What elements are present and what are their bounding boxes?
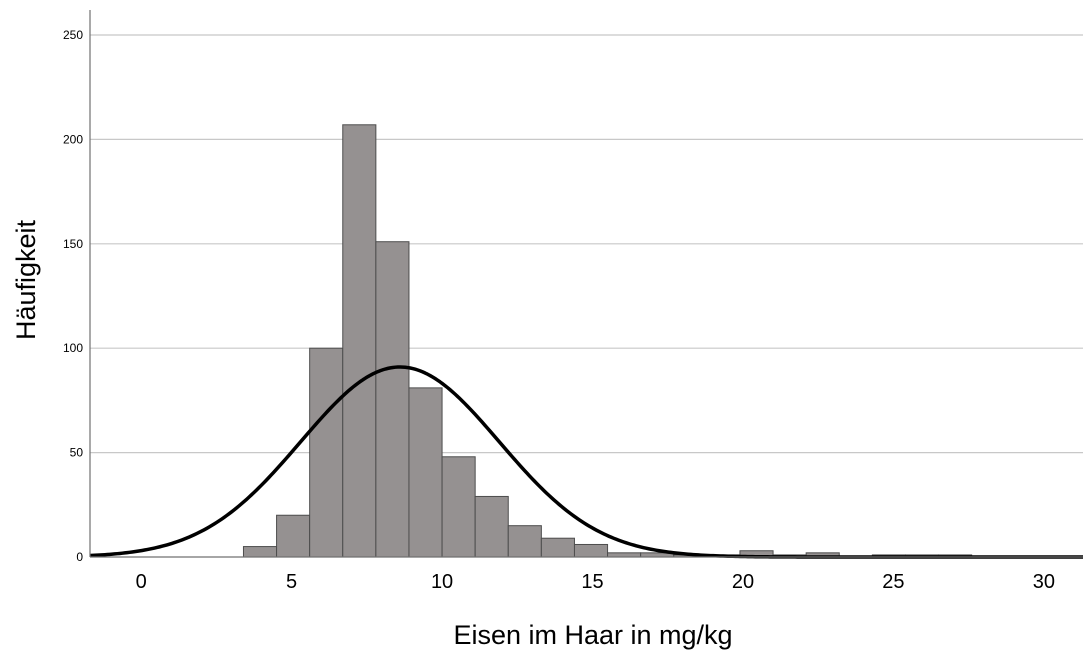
histogram-bar (276, 514, 311, 558)
y-tick-label: 150 (63, 237, 83, 251)
y-tick-label: 0 (76, 550, 83, 564)
histogram-bar (242, 546, 278, 558)
histogram-bar (408, 387, 443, 558)
histogram-bar (309, 347, 344, 558)
grid-lines (90, 34, 1083, 454)
y-tick-label: 200 (63, 132, 83, 146)
histogram-bar (573, 543, 609, 558)
y-tick-label: 100 (63, 341, 83, 355)
x-tick-label: 30 (1033, 571, 1055, 593)
normal-curve (89, 365, 1083, 559)
histogram-bar (540, 537, 575, 558)
histogram-bar (375, 241, 410, 558)
x-axis-title: Eisen im Haar in mg/kg (453, 620, 732, 650)
histogram-bar (474, 495, 509, 558)
x-tick-label: 15 (581, 571, 603, 593)
x-tick-label: 5 (286, 571, 297, 593)
histogram-bar (441, 456, 476, 558)
histogram-bar (507, 525, 542, 558)
x-tick-label: 10 (431, 571, 453, 593)
x-tick-label: 0 (136, 571, 147, 593)
x-tick-label: 25 (882, 571, 904, 593)
x-tick-labels: 0 5 10 15 20 25 30 (136, 571, 1055, 593)
axes (89, 10, 1083, 558)
histogram-bar (342, 124, 377, 558)
y-tick-label: 250 (63, 28, 83, 42)
histogram-bar (607, 552, 642, 558)
y-axis-title: Häufigkeit (11, 219, 41, 340)
normal-curve-line (89, 365, 1083, 559)
x-tick-label: 20 (732, 571, 754, 593)
y-tick-labels: 0 50 100 150 200 250 (63, 28, 83, 564)
histogram-bars (242, 124, 973, 558)
y-tick-label: 50 (70, 446, 84, 460)
